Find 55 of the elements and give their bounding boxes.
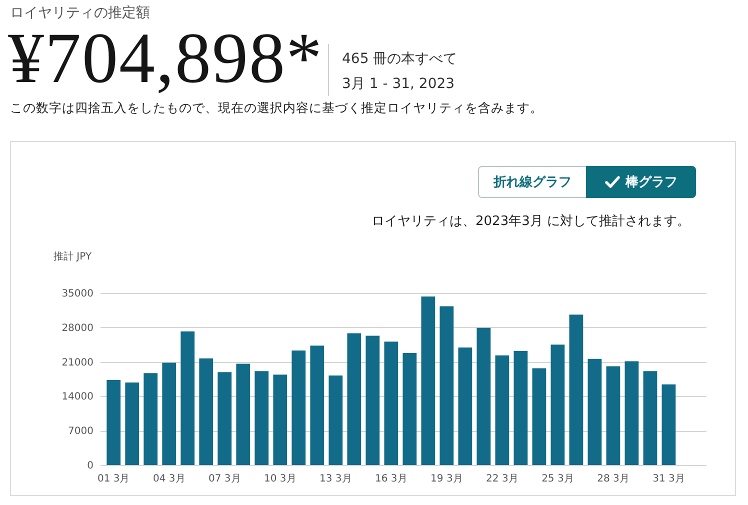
bar [476, 328, 491, 465]
y-tick-label: 21000 [62, 357, 94, 368]
bar [144, 373, 158, 465]
y-tick-label: 14000 [62, 392, 94, 403]
x-tick-label: 22 3月 [486, 474, 518, 484]
bar [532, 368, 546, 465]
bar [366, 336, 380, 465]
bar [495, 355, 510, 465]
bar [310, 346, 324, 465]
y-axis-title: 推計 JPY [54, 250, 92, 262]
bar [662, 384, 676, 465]
bar [125, 382, 140, 465]
text: ロイヤリティは、2023年3月 に対して推計されます。 [372, 213, 690, 230]
y-tick-label: 0 [87, 460, 94, 472]
bar [254, 371, 269, 465]
bar [106, 380, 121, 465]
bar [402, 352, 417, 465]
x-tick-label: 07 3月 [208, 474, 241, 484]
y-tick-label: 35000 [62, 288, 94, 300]
bar [162, 362, 176, 465]
bar [588, 358, 602, 465]
bar [514, 350, 528, 465]
bar [180, 331, 195, 465]
bar [347, 333, 362, 465]
toggle-button[interactable]: 棒グラフ [586, 166, 696, 198]
text: この数字は四捨五入をしたもので、現在の選択内容に基づく推定ロイヤリティを含みます。 [10, 100, 543, 117]
bar [218, 372, 232, 465]
bar [606, 366, 620, 465]
x-tick-label: 25 3月 [542, 474, 574, 484]
bar [458, 348, 472, 465]
bar [440, 306, 454, 465]
x-tick-label: 28 3月 [597, 474, 630, 484]
bar [624, 361, 639, 465]
bar [199, 358, 214, 465]
x-tick-label: 13 3月 [320, 474, 352, 484]
text: 3月 1 - 31, 2023 [342, 75, 455, 93]
x-tick-label: 10 3月 [264, 474, 296, 484]
x-tick-label: 31 3月 [652, 474, 685, 484]
x-tick-label: 01 3月 [97, 474, 130, 484]
bar [384, 342, 398, 465]
bar [236, 364, 250, 465]
x-tick-label: 16 3月 [375, 474, 408, 484]
x-tick-label: 19 3月 [430, 474, 463, 484]
text: 465 冊の本すべて [342, 50, 458, 68]
bar [643, 371, 658, 465]
bar [273, 374, 288, 465]
x-tick-label: 04 3月 [152, 474, 186, 484]
bar [421, 296, 436, 465]
y-tick-label: 28000 [62, 322, 94, 334]
y-tick-label: 7000 [68, 426, 94, 438]
bar [550, 344, 565, 465]
toggle-button[interactable]: 折れ線グラフ [478, 166, 586, 198]
bar [292, 350, 306, 465]
bar [328, 376, 343, 465]
bar [569, 314, 584, 465]
